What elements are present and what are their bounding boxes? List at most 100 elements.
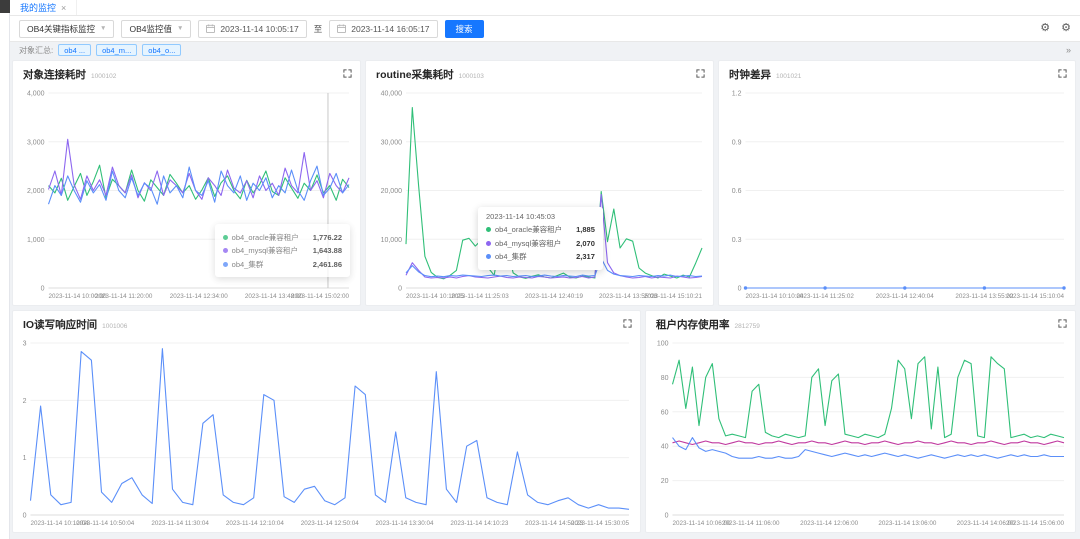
date-from-input[interactable]: 2023-11-14 10:05:17 bbox=[198, 19, 307, 38]
main-area: 我的监控 × OB4关键指标监控 ▼ OB4监控值 ▼ 2023-11-14 1… bbox=[10, 0, 1080, 539]
tab-label: 我的监控 bbox=[20, 3, 57, 13]
toolbar: OB4关键指标监控 ▼ OB4监控值 ▼ 2023-11-14 10:05:17… bbox=[10, 16, 1080, 42]
svg-text:0: 0 bbox=[665, 513, 669, 520]
svg-text:20: 20 bbox=[661, 478, 669, 485]
range-separator: 至 bbox=[313, 23, 323, 34]
svg-text:40: 40 bbox=[661, 444, 669, 451]
series-dot bbox=[486, 254, 491, 259]
chart-code: 1000103 bbox=[458, 73, 484, 80]
value-select[interactable]: OB4监控值 ▼ bbox=[121, 19, 192, 38]
svg-text:2023-11-14 12:50:04: 2023-11-14 12:50:04 bbox=[301, 520, 360, 527]
tooltip-series-value: 2,070 bbox=[576, 238, 595, 248]
object-summary-label: 对象汇总: bbox=[19, 45, 54, 55]
tooltip-series-name: ob4_oracle兼容租户 bbox=[231, 232, 299, 242]
tab-bar: 我的监控 × bbox=[10, 0, 1080, 16]
chart-title: routine采集耗时 bbox=[376, 69, 454, 81]
svg-text:2023-11-14 12:06:00: 2023-11-14 12:06:00 bbox=[800, 520, 859, 527]
svg-text:2023-11-14 10:50:04: 2023-11-14 10:50:04 bbox=[76, 520, 135, 527]
svg-text:2: 2 bbox=[23, 398, 27, 405]
collapsed-sidebar[interactable] bbox=[0, 0, 10, 539]
svg-text:2023-11-14 11:25:02: 2023-11-14 11:25:02 bbox=[796, 293, 854, 300]
svg-text:0.9: 0.9 bbox=[732, 139, 742, 146]
fullscreen-icon[interactable] bbox=[623, 319, 632, 328]
tooltip-series-value: 2,461.86 bbox=[312, 259, 342, 269]
svg-text:1.2: 1.2 bbox=[732, 91, 742, 98]
charts-grid: 对象连接耗时 1000102 0 1,000 2,000 3,000 4,000 2023… bbox=[10, 58, 1080, 539]
tooltip-title: 2023-11-14 10:45:03 bbox=[486, 212, 556, 221]
chart-title: 时钟差异 bbox=[729, 69, 771, 81]
svg-text:0: 0 bbox=[23, 513, 27, 520]
fullscreen-icon[interactable] bbox=[1058, 69, 1067, 78]
fullscreen-icon[interactable] bbox=[696, 69, 705, 78]
svg-text:2023-11-14 10:10:25: 2023-11-14 10:10:25 bbox=[406, 293, 465, 300]
svg-text:2023-11-14 10:10:04: 2023-11-14 10:10:04 bbox=[746, 293, 805, 300]
metric-select-value: OB4关键指标监控 bbox=[27, 23, 96, 34]
sidebar-handle[interactable] bbox=[0, 0, 10, 13]
svg-text:40,000: 40,000 bbox=[381, 91, 403, 98]
calendar-icon bbox=[337, 24, 347, 33]
svg-text:2023-11-14 14:10:23: 2023-11-14 14:10:23 bbox=[450, 520, 509, 527]
panel-routine-collect-time: routine采集耗时 1000103 0 10,000 20,000 30,000 4… bbox=[365, 60, 714, 306]
date-to-input[interactable]: 2023-11-14 16:05:17 bbox=[329, 19, 438, 38]
tooltip-series-name: ob4_集群 bbox=[231, 259, 264, 269]
series-dot bbox=[222, 248, 228, 253]
svg-text:60: 60 bbox=[661, 409, 669, 416]
tab-my-monitor[interactable]: 我的监控 × bbox=[10, 0, 78, 15]
tooltip-series-name: ob4_mysql兼容租户 bbox=[231, 246, 298, 255]
svg-text:3,000: 3,000 bbox=[27, 139, 45, 146]
series-dot bbox=[486, 227, 491, 232]
chart-canvas[interactable]: 0 1 2 3 2023-11-14 10:10:04 2023-11-14 10:50:… bbox=[18, 335, 635, 529]
svg-text:2023-11-14 11:06:00: 2023-11-14 11:06:00 bbox=[722, 520, 780, 527]
svg-text:2023-11-14 13:06:00: 2023-11-14 13:06:00 bbox=[878, 520, 937, 527]
panel-io-response-time: IO读写响应时间 1001006 0 1 2 3 2023-11-14 10:10:04… bbox=[12, 310, 641, 533]
svg-text:100: 100 bbox=[657, 341, 669, 348]
chart-title: 租户内存使用率 bbox=[656, 319, 730, 331]
fullscreen-icon[interactable] bbox=[1058, 319, 1067, 328]
chevron-down-icon: ▼ bbox=[100, 25, 107, 32]
collapse-right-icon[interactable]: » bbox=[1065, 45, 1071, 55]
chart-canvas[interactable]: 0 20 40 60 80 100 2023-11-14 10:06:00 2023-11-1… bbox=[651, 335, 1070, 529]
config-gear-icon[interactable]: ⚙ bbox=[1061, 22, 1071, 34]
object-tag[interactable]: ob4 ... bbox=[58, 44, 92, 56]
svg-text:1,000: 1,000 bbox=[27, 237, 45, 244]
svg-text:4,000: 4,000 bbox=[27, 91, 45, 98]
tooltip-series-name: ob4_集群 bbox=[495, 252, 527, 261]
value-select-value: OB4监控值 bbox=[129, 23, 172, 34]
tooltip-series-name: ob4_mysql兼容租户 bbox=[495, 238, 562, 248]
tooltip-series-value: 1,776.22 bbox=[312, 232, 342, 242]
object-tag[interactable]: ob4_o... bbox=[142, 44, 182, 56]
chart-canvas[interactable]: 0 0.3 0.6 0.9 1.2 2023-11-14 10:10:04 2023-11-… bbox=[724, 85, 1070, 302]
svg-text:3: 3 bbox=[23, 341, 27, 348]
chart-code: 1001006 bbox=[102, 323, 128, 330]
tooltip-series-value: 1,643.88 bbox=[312, 246, 342, 255]
svg-text:2023-11-14 13:55:08: 2023-11-14 13:55:08 bbox=[599, 293, 658, 300]
object-summary-row: 对象汇总: ob4 ... ob4_m... ob4_o... » bbox=[10, 42, 1080, 58]
panel-clock-diff: 时钟差异 1001021 0 0.3 0.6 0.9 1.2 2023-11-14 10:… bbox=[718, 60, 1076, 306]
tooltip-series-value: 1,885 bbox=[576, 225, 595, 234]
object-tag[interactable]: ob4_m... bbox=[96, 44, 138, 56]
svg-text:20,000: 20,000 bbox=[381, 188, 403, 195]
svg-text:2023-11-14 13:55:02: 2023-11-14 13:55:02 bbox=[955, 293, 1014, 300]
chart-tooltip: 2023-11-14 10:45:03 ob4_oracle兼容租户 1,885 … bbox=[478, 207, 603, 270]
svg-text:0: 0 bbox=[398, 286, 402, 293]
tooltip-series-name: ob4_oracle兼容租户 bbox=[495, 225, 563, 234]
svg-text:2023-11-14 11:20:00: 2023-11-14 11:20:00 bbox=[95, 293, 153, 300]
svg-text:2023-11-14 12:34:00: 2023-11-14 12:34:00 bbox=[170, 293, 229, 300]
tooltip-series-value: 2,317 bbox=[576, 252, 595, 261]
fullscreen-icon[interactable] bbox=[343, 69, 352, 78]
metric-select[interactable]: OB4关键指标监控 ▼ bbox=[19, 19, 115, 38]
settings-gear-icon[interactable]: ⚙ bbox=[1040, 22, 1051, 34]
svg-text:2023-11-14 10:06:00: 2023-11-14 10:06:00 bbox=[673, 520, 732, 527]
date-to-value: 2023-11-14 16:05:17 bbox=[351, 23, 430, 34]
svg-text:2023-11-14 12:40:19: 2023-11-14 12:40:19 bbox=[525, 293, 584, 300]
svg-text:2023-11-14 13:30:04: 2023-11-14 13:30:04 bbox=[376, 520, 435, 527]
svg-text:2023-11-14 12:10:04: 2023-11-14 12:10:04 bbox=[226, 520, 285, 527]
search-button[interactable]: 搜索 bbox=[444, 19, 484, 38]
chart-canvas[interactable]: 0 1,000 2,000 3,000 4,000 2023-11-14 10:00:00… bbox=[18, 85, 355, 302]
calendar-icon bbox=[206, 24, 216, 33]
svg-text:2023-11-14 15:10:04: 2023-11-14 15:10:04 bbox=[1006, 293, 1065, 300]
series-dot bbox=[486, 240, 491, 246]
chart-code: 2812759 bbox=[734, 323, 760, 330]
tab-close-icon[interactable]: × bbox=[61, 2, 67, 13]
